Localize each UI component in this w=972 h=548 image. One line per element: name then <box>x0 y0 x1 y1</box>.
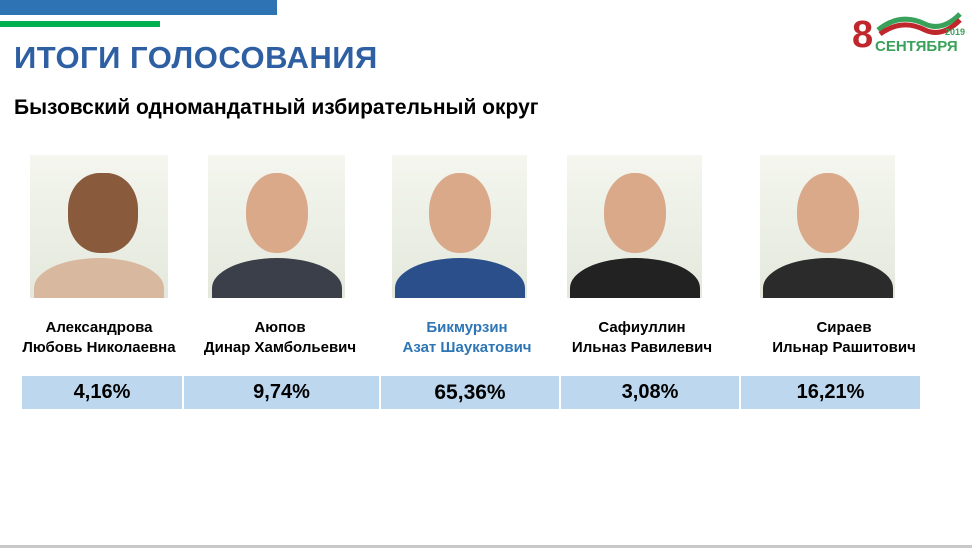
candidate-name: Сафиуллин Ильназ Равилевич <box>571 319 713 356</box>
candidate-photo <box>392 155 527 298</box>
candidate-name: Сираев Ильнар Рашитович <box>772 319 916 356</box>
candidate-photo <box>30 155 168 298</box>
candidate-name: Александрова Любовь Николаевна <box>22 319 176 356</box>
header-blue-bar <box>0 0 277 15</box>
header-green-bar <box>0 21 160 27</box>
result-cell-winner: 65,36% <box>381 376 561 409</box>
result-cell: 9,74% <box>184 376 381 409</box>
bottom-divider <box>0 545 972 548</box>
result-cell: 16,21% <box>741 376 920 409</box>
candidate-photo <box>208 155 345 298</box>
result-cell: 4,16% <box>22 376 184 409</box>
candidate-name-winner: Бикмурзин Азат Шаукатович <box>402 319 532 356</box>
results-row: 4,16% 9,74% 65,36% 3,08% 16,21% <box>22 376 920 409</box>
candidate-photo <box>567 155 702 298</box>
election-date-logo: 8 2019 СЕНТЯБРЯ <box>850 8 965 58</box>
candidate-name: Аюпов Динар Хамбольевич <box>203 319 357 356</box>
result-cell: 3,08% <box>561 376 741 409</box>
candidate-photo <box>760 155 895 298</box>
page-title: ИТОГИ ГОЛОСОВАНИЯ <box>14 40 378 75</box>
flag-ribbon-icon <box>876 12 962 37</box>
page-subtitle: Бызовский одномандатный избирательный ок… <box>14 96 539 119</box>
